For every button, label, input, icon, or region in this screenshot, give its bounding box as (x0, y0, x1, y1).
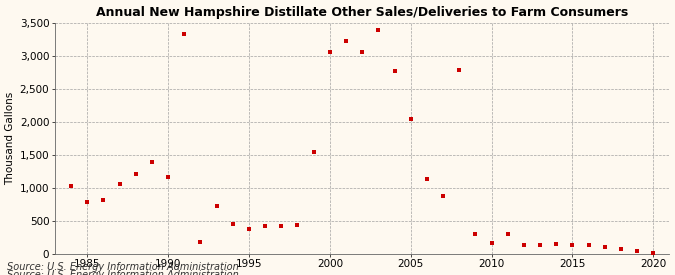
Point (292, 222, 303, 227)
Point (130, 172, 141, 176)
Point (454, 68, 464, 72)
Point (357, 50, 368, 54)
Point (341, 39, 352, 43)
Point (486, 241, 497, 245)
Point (65, 184, 76, 189)
Point (195, 240, 206, 244)
Point (551, 242, 562, 246)
Point (470, 232, 481, 236)
Title: Annual New Hampshire Distillate Other Sales/Deliveries to Farm Consumers: Annual New Hampshire Distillate Other Sa… (96, 6, 628, 18)
Point (421, 176, 432, 181)
Point (179, 32, 190, 37)
Point (227, 222, 238, 226)
Point (260, 224, 271, 228)
Point (648, 251, 659, 255)
Point (437, 194, 448, 199)
Point (114, 182, 125, 186)
Point (518, 243, 529, 248)
Point (502, 232, 513, 236)
Point (535, 243, 545, 248)
Point (599, 245, 610, 249)
Text: Source: U.S. Energy Information Administration: Source: U.S. Energy Information Administ… (7, 271, 238, 275)
Text: Source: U.S. Energy Information Administration: Source: U.S. Energy Information Administ… (7, 262, 238, 272)
Point (567, 243, 578, 247)
Point (405, 117, 416, 121)
Point (325, 50, 335, 54)
Point (373, 28, 384, 33)
Point (146, 160, 157, 164)
Point (616, 246, 626, 251)
Point (82, 200, 92, 205)
Point (98, 198, 109, 203)
Y-axis label: Thousand Gallons: Thousand Gallons (5, 92, 16, 185)
Point (583, 243, 594, 247)
Point (244, 227, 254, 232)
Point (308, 150, 319, 154)
Point (632, 248, 643, 253)
Point (163, 175, 173, 179)
Point (276, 224, 287, 228)
Point (389, 69, 400, 74)
Point (211, 204, 222, 208)
